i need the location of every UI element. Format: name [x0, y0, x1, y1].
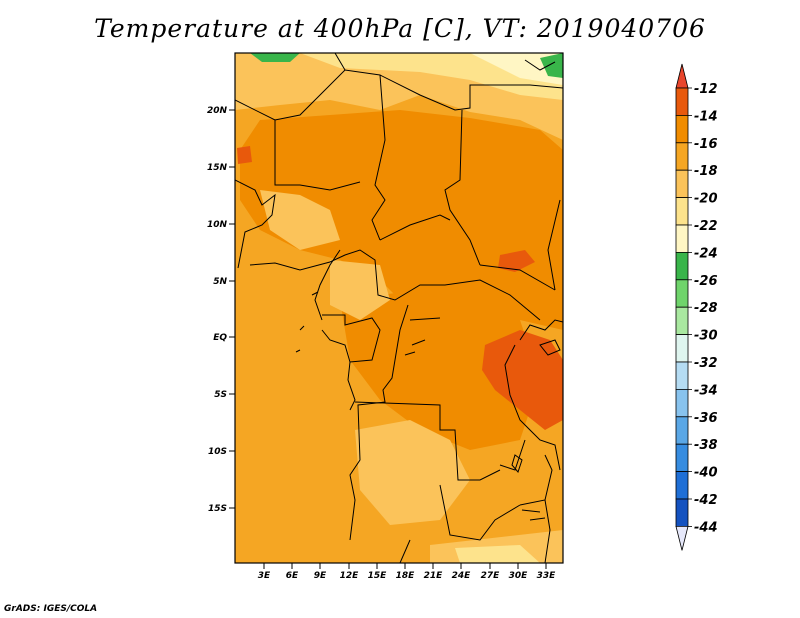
colorbar-label: -16	[694, 137, 718, 152]
colorbar-label: -36	[694, 411, 718, 426]
colorbar-label: -22	[694, 219, 718, 234]
colorbar-label: -24	[694, 246, 718, 261]
lat-tick-label: 20N	[207, 106, 228, 116]
colorbar-label: -42	[694, 493, 718, 508]
colorbar-top-arrow	[675, 63, 689, 89]
lat-tick-label: 5S	[214, 390, 227, 400]
colorbar-label: -38	[694, 438, 718, 453]
colorbar-swatch	[675, 251, 689, 281]
lon-tick-label: 3E	[258, 571, 271, 581]
lon-tick-label: 27E	[481, 571, 501, 581]
colorbar-swatch	[675, 142, 689, 171]
colorbar-label: -26	[694, 274, 718, 289]
lon-tick-label: 33E	[537, 571, 557, 581]
lon-tick-label: 15E	[368, 571, 388, 581]
colorbar-swatch	[675, 388, 689, 418]
colorbar-label: -14	[694, 109, 718, 124]
colorbar-label: -44	[694, 520, 718, 535]
lon-tick-label: 24E	[452, 571, 472, 581]
lat-tick-label: 10N	[207, 220, 228, 230]
lat-tick-label: EQ	[213, 333, 227, 343]
colorbar-label: -12	[694, 82, 718, 97]
lat-tick-label: 15N	[207, 163, 228, 173]
lat-tick-label: 15S	[208, 504, 227, 514]
lon-tick-label: 21E	[424, 571, 444, 581]
temperature-field	[235, 53, 563, 563]
colorbar-swatch	[675, 87, 689, 116]
colorbar-swatch	[675, 498, 689, 527]
colorbar-swatch	[675, 279, 689, 308]
colorbar-swatch	[675, 224, 689, 253]
country-borders	[235, 53, 563, 563]
longitude-axis: 3E 6E 9E 12E 15E 18E 21E 24E 27E 30E 33E	[258, 563, 556, 581]
colorbar-label: -28	[694, 301, 718, 316]
colorbar-swatch	[675, 115, 689, 144]
lat-tick-label: 10S	[208, 447, 227, 457]
colorbar: -12 -14 -16 -18 -20 -22 -24 -26 -28 -30 -32 -34 -36 -…	[675, 63, 718, 551]
latitude-axis: 20N 15N 10N 5N EQ 5S 10S 15S	[207, 106, 235, 514]
colorbar-swatch	[675, 361, 689, 390]
colorbar-swatch	[675, 416, 689, 445]
lon-tick-label: 30E	[509, 571, 529, 581]
lon-tick-label: 18E	[396, 571, 416, 581]
colorbar-label: -30	[694, 329, 718, 344]
lon-tick-label: 12E	[340, 571, 360, 581]
colorbar-bottom-arrow	[675, 526, 689, 551]
colorbar-swatch	[675, 169, 689, 198]
lon-tick-label: 9E	[314, 571, 327, 581]
map-title: Temperature at 400hPa [C], VT: 201904070…	[94, 14, 706, 43]
credit-text: GrADS: IGES/COLA	[4, 604, 98, 614]
colorbar-label: -40	[694, 466, 718, 481]
colorbar-label: -32	[694, 356, 718, 371]
colorbar-label: -20	[694, 192, 718, 207]
colorbar-swatch	[675, 443, 689, 473]
lon-tick-label: 6E	[286, 571, 299, 581]
colorbar-label: -18	[694, 164, 718, 179]
colorbar-swatch	[675, 306, 689, 336]
colorbar-swatch	[675, 334, 689, 363]
lat-tick-label: 5N	[213, 277, 227, 287]
map-frame	[234, 52, 564, 564]
colorbar-label: -34	[694, 383, 718, 398]
colorbar-swatch	[675, 197, 689, 226]
colorbar-swatch	[675, 471, 689, 500]
